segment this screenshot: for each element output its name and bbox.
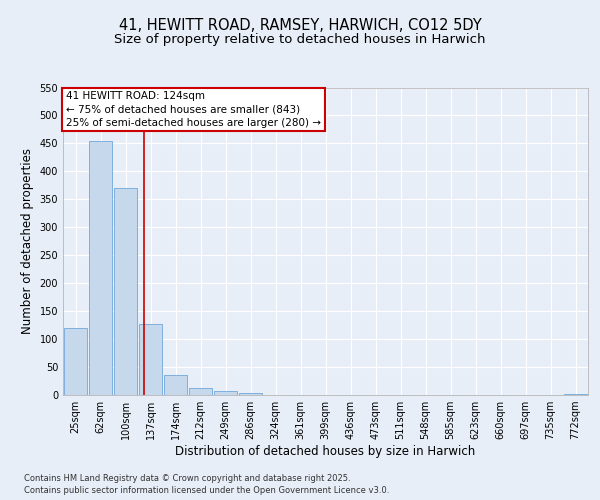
Y-axis label: Number of detached properties: Number of detached properties: [21, 148, 34, 334]
Text: Contains public sector information licensed under the Open Government Licence v3: Contains public sector information licen…: [24, 486, 389, 495]
Bar: [214, 391, 237, 395]
Bar: [89, 140, 112, 395]
Bar: [64, 328, 87, 395]
Bar: [239, 393, 262, 395]
Text: Size of property relative to detached houses in Harwich: Size of property relative to detached ho…: [114, 32, 486, 46]
Bar: [189, 388, 212, 395]
Bar: [114, 188, 137, 395]
Bar: [164, 376, 187, 395]
X-axis label: Distribution of detached houses by size in Harwich: Distribution of detached houses by size …: [175, 445, 476, 458]
Text: Contains HM Land Registry data © Crown copyright and database right 2025.: Contains HM Land Registry data © Crown c…: [24, 474, 350, 483]
Text: 41, HEWITT ROAD, RAMSEY, HARWICH, CO12 5DY: 41, HEWITT ROAD, RAMSEY, HARWICH, CO12 5…: [119, 18, 481, 32]
Text: 41 HEWITT ROAD: 124sqm
← 75% of detached houses are smaller (843)
25% of semi-de: 41 HEWITT ROAD: 124sqm ← 75% of detached…: [66, 92, 321, 128]
Bar: [564, 394, 587, 395]
Bar: [139, 324, 162, 395]
